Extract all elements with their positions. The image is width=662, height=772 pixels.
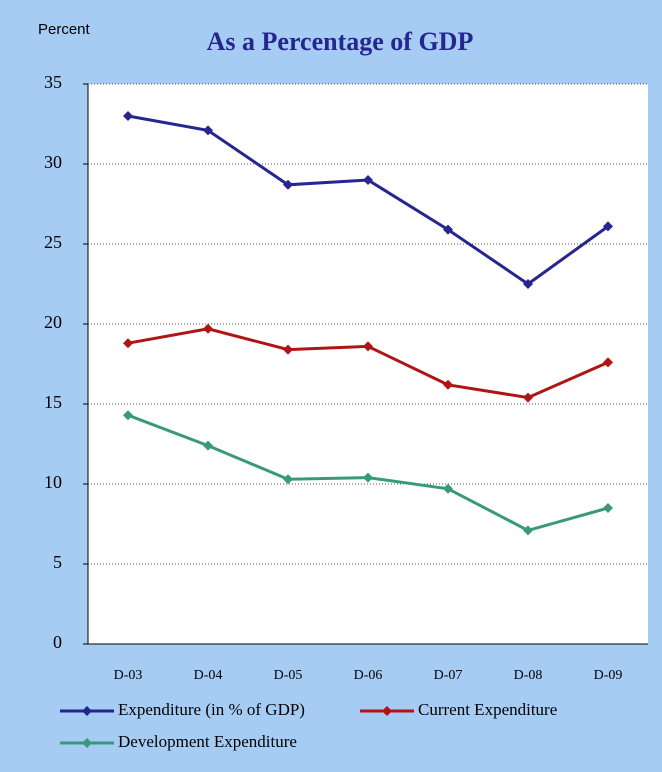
marker bbox=[523, 392, 533, 403]
marker bbox=[443, 379, 453, 390]
marker bbox=[283, 179, 293, 190]
marker bbox=[283, 344, 293, 355]
y-tick-label: 35 bbox=[44, 72, 62, 92]
marker bbox=[123, 338, 133, 349]
marker bbox=[443, 224, 453, 235]
marker bbox=[363, 472, 373, 483]
x-tick-label: D-07 bbox=[434, 668, 463, 683]
x-tick-label: D-08 bbox=[514, 668, 543, 683]
y-tick-label: 5 bbox=[53, 552, 62, 572]
y-tick-label: 20 bbox=[44, 312, 62, 332]
x-tick-label: D-04 bbox=[194, 668, 223, 683]
y-tick-label: 30 bbox=[44, 152, 62, 172]
x-tick-label: D-03 bbox=[114, 668, 143, 683]
marker bbox=[123, 410, 133, 421]
marker bbox=[363, 175, 373, 185]
y-tick-label: 10 bbox=[44, 472, 62, 492]
y-tick-label: 0 bbox=[53, 632, 62, 652]
marker bbox=[603, 221, 613, 232]
marker bbox=[603, 503, 613, 513]
marker bbox=[523, 525, 533, 536]
y-axis-label: Percent bbox=[38, 21, 91, 38]
marker bbox=[123, 111, 133, 121]
legend-label: Expenditure (in % of GDP) bbox=[118, 700, 305, 719]
x-tick-label: D-06 bbox=[354, 668, 383, 683]
legend-marker bbox=[82, 738, 92, 748]
marker bbox=[203, 125, 213, 136]
marker bbox=[523, 279, 533, 289]
plot-area bbox=[88, 84, 648, 644]
legend-marker bbox=[382, 706, 392, 716]
legend-label: Current Expenditure bbox=[418, 700, 557, 719]
marker bbox=[283, 474, 293, 485]
legend-label: Development Expenditure bbox=[118, 732, 297, 751]
marker bbox=[443, 483, 453, 494]
y-tick-label: 15 bbox=[44, 392, 62, 412]
y-tick-label: 25 bbox=[44, 232, 62, 252]
marker bbox=[203, 440, 213, 451]
marker bbox=[363, 341, 373, 352]
legend-marker bbox=[82, 706, 92, 716]
x-tick-label: D-09 bbox=[594, 668, 623, 683]
x-tick-label: D-05 bbox=[274, 668, 303, 683]
marker bbox=[203, 323, 213, 334]
marker bbox=[603, 357, 613, 368]
chart-title: As a Percentage of GDP bbox=[207, 27, 474, 56]
